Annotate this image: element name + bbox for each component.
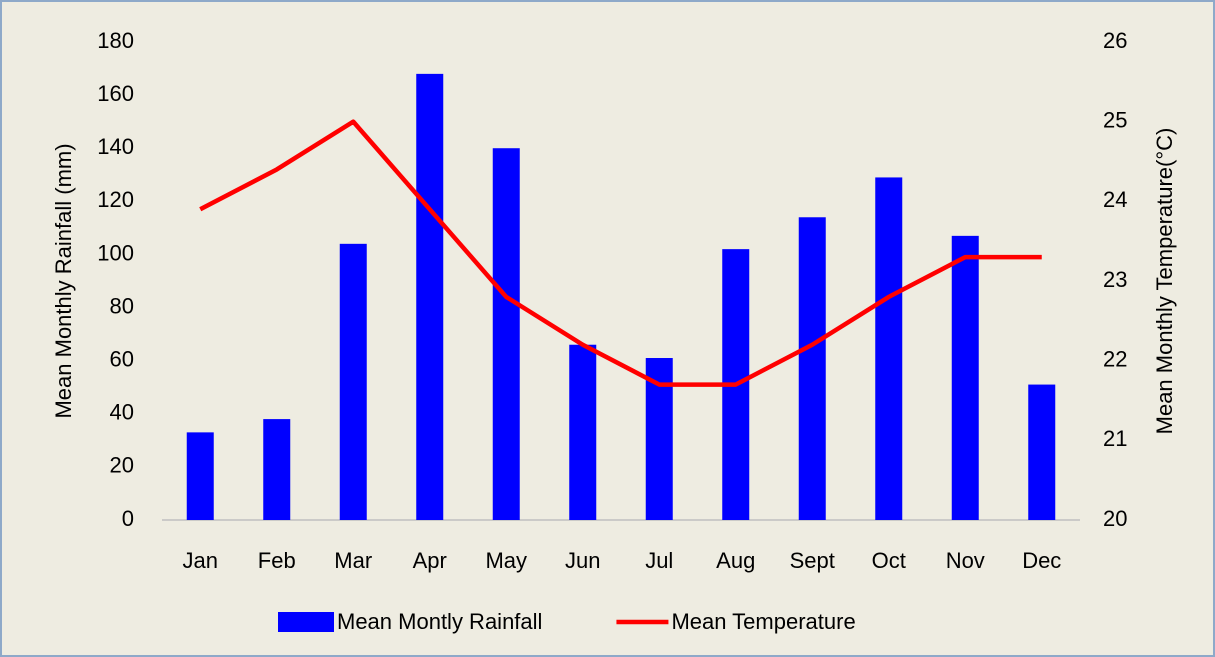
legend-swatch [278,612,334,632]
x-tick-label: Sept [790,548,835,573]
bar [875,177,903,520]
y-tick-label: 0 [122,506,134,531]
y-tick-label: 160 [97,81,134,106]
y-tick-label: 180 [97,28,134,53]
y2-axis-label: Mean Monthly Temperature(°C) [1152,128,1177,435]
legend-label: Mean Montly Rainfall [337,609,542,634]
x-tick-label: Aug [716,548,755,573]
y-tick-label: 100 [97,240,134,265]
x-tick-label: Dec [1022,548,1061,573]
legend-label: Mean Temperature [671,609,855,634]
x-tick-label: May [485,548,527,573]
x-tick-label: Mar [334,548,372,573]
bar [263,419,291,520]
x-tick-label: Jul [645,548,673,573]
x-tick-label: Oct [872,548,906,573]
bar [569,344,597,520]
y2-tick-label: 25 [1103,107,1127,132]
x-tick-label: Jan [183,548,218,573]
x-tick-label: Jun [565,548,600,573]
x-tick-label: Nov [946,548,985,573]
y-tick-label: 40 [110,400,134,425]
bar [339,243,367,521]
bar [1028,384,1056,520]
bar [492,148,520,520]
y2-tick-label: 23 [1103,267,1127,292]
y-tick-label: 140 [97,134,134,159]
x-tick-label: Feb [258,548,296,573]
y2-tick-label: 24 [1103,187,1127,212]
bar [951,235,979,520]
x-tick-label: Apr [413,548,447,573]
y2-tick-label: 26 [1103,28,1127,53]
bar [416,73,444,520]
y2-tick-label: 20 [1103,506,1127,531]
y-tick-label: 60 [110,346,134,371]
y-tick-label: 20 [110,453,134,478]
bar [798,217,826,520]
line [199,119,1042,387]
y-tick-label: 120 [97,187,134,212]
y2-tick-label: 22 [1103,346,1127,371]
bar [186,432,214,520]
y2-tick-label: 21 [1103,426,1127,451]
y-tick-label: 80 [110,293,134,318]
y-axis-label: Mean Monthly Rainfall (mm) [51,143,76,418]
